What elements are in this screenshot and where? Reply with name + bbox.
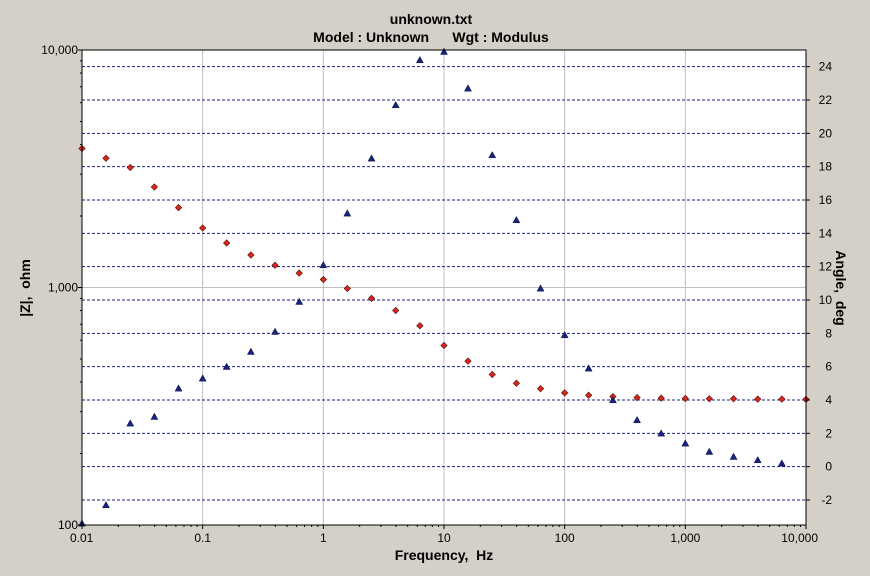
modulus-point	[271, 261, 279, 269]
x-tick-label: 0.01	[70, 531, 94, 545]
phase-point	[391, 100, 400, 109]
x-tick-label: 10,000	[781, 531, 818, 545]
phase-point	[657, 429, 666, 437]
modulus-point	[681, 394, 689, 403]
phase-point	[367, 154, 376, 162]
y-right-tick-label: 22	[819, 93, 833, 107]
y-right-tick-label: 4	[825, 393, 832, 407]
phase-point	[584, 364, 593, 372]
y-right-tick-label: 10	[819, 293, 833, 307]
phase-point	[295, 297, 304, 305]
modulus-point	[295, 269, 303, 277]
phase-point	[681, 439, 690, 447]
modulus-point	[488, 370, 496, 379]
phase-point	[512, 215, 521, 224]
y-left-axis-label: |Z|, ohm	[17, 259, 33, 317]
phase-point	[319, 260, 328, 269]
y-right-tick-label: 20	[819, 126, 833, 140]
phase-point	[102, 500, 110, 509]
x-tick-label: 1,000	[670, 531, 700, 545]
modulus-point	[343, 284, 351, 293]
y-right-tick-label: 8	[825, 326, 832, 340]
y-right-tick-label: 0	[825, 460, 832, 474]
modulus-point	[778, 395, 786, 403]
phase-point	[729, 452, 738, 460]
modulus-point	[150, 183, 159, 191]
chart-subtitle: Model : Unknown Wgt : Modulus	[313, 29, 549, 45]
phase-point	[150, 412, 159, 420]
phase-point	[633, 415, 641, 424]
phase-point	[536, 284, 545, 292]
phase-point	[777, 459, 786, 467]
x-axis-label: Frequency, Hz	[395, 547, 494, 563]
y-right-tick-label: 14	[819, 226, 833, 240]
modulus-point	[223, 239, 231, 247]
phase-point	[753, 455, 762, 464]
modulus-point	[464, 357, 472, 365]
phase-point	[246, 347, 255, 355]
modulus-point	[512, 379, 521, 387]
y-right-tick-label: 18	[819, 160, 833, 174]
modulus-point	[536, 385, 545, 393]
y-right-tick-label: 12	[819, 260, 833, 274]
phase-point	[488, 150, 497, 159]
phase-point	[415, 55, 424, 64]
modulus-point	[102, 154, 110, 162]
x-tick-label: 100	[555, 531, 575, 545]
y-right-tick-label: -2	[821, 493, 832, 507]
phase-point	[222, 362, 231, 370]
modulus-point	[754, 395, 762, 403]
modulus-point	[657, 394, 665, 402]
phase-point	[174, 384, 183, 392]
modulus-series	[78, 144, 810, 404]
modulus-point	[247, 251, 255, 259]
x-tick-label: 10	[437, 531, 451, 545]
modulus-point	[585, 391, 593, 399]
modulus-point	[416, 322, 424, 330]
x-axis-ticks: 0.01 0.1 1 10 100 1,000 10,000	[70, 525, 818, 545]
phase-point	[271, 327, 279, 335]
modulus-point	[561, 389, 569, 397]
y-right-tick-label: 2	[825, 426, 832, 440]
modulus-point	[367, 294, 376, 302]
modulus-point	[440, 341, 448, 350]
modulus-point	[174, 203, 183, 212]
modulus-point	[729, 395, 738, 403]
x-tick-label: 0.1	[194, 531, 211, 545]
y-left-tick-label: 10,000	[41, 43, 78, 57]
modulus-point	[633, 393, 641, 402]
phase-point	[560, 330, 569, 339]
y-right-tick-label: 6	[825, 360, 832, 374]
phase-point	[343, 209, 352, 217]
phase-point	[608, 395, 617, 404]
series-layer	[78, 47, 810, 527]
phase-point	[126, 419, 135, 427]
modulus-point	[199, 224, 207, 232]
x-tick-label: 1	[320, 531, 327, 545]
modulus-point	[319, 275, 327, 284]
y-right-tick-label: 16	[819, 193, 833, 207]
y-right-axis-label: Angle, deg	[833, 250, 849, 325]
modulus-point	[705, 395, 713, 403]
y-right-tick-label: 24	[819, 60, 833, 74]
y-left-tick-label: 1,000	[48, 281, 78, 295]
modulus-point	[126, 163, 134, 172]
y-left-axis-ticks: 100 1,000 10,000	[41, 43, 82, 532]
chart-title: unknown.txt	[390, 11, 473, 27]
phase-point	[440, 47, 448, 55]
y-left-tick-label: 100	[58, 518, 78, 532]
phase-point	[464, 84, 472, 92]
phase-point	[705, 447, 714, 455]
phase-point	[198, 374, 207, 382]
modulus-point	[392, 306, 400, 315]
